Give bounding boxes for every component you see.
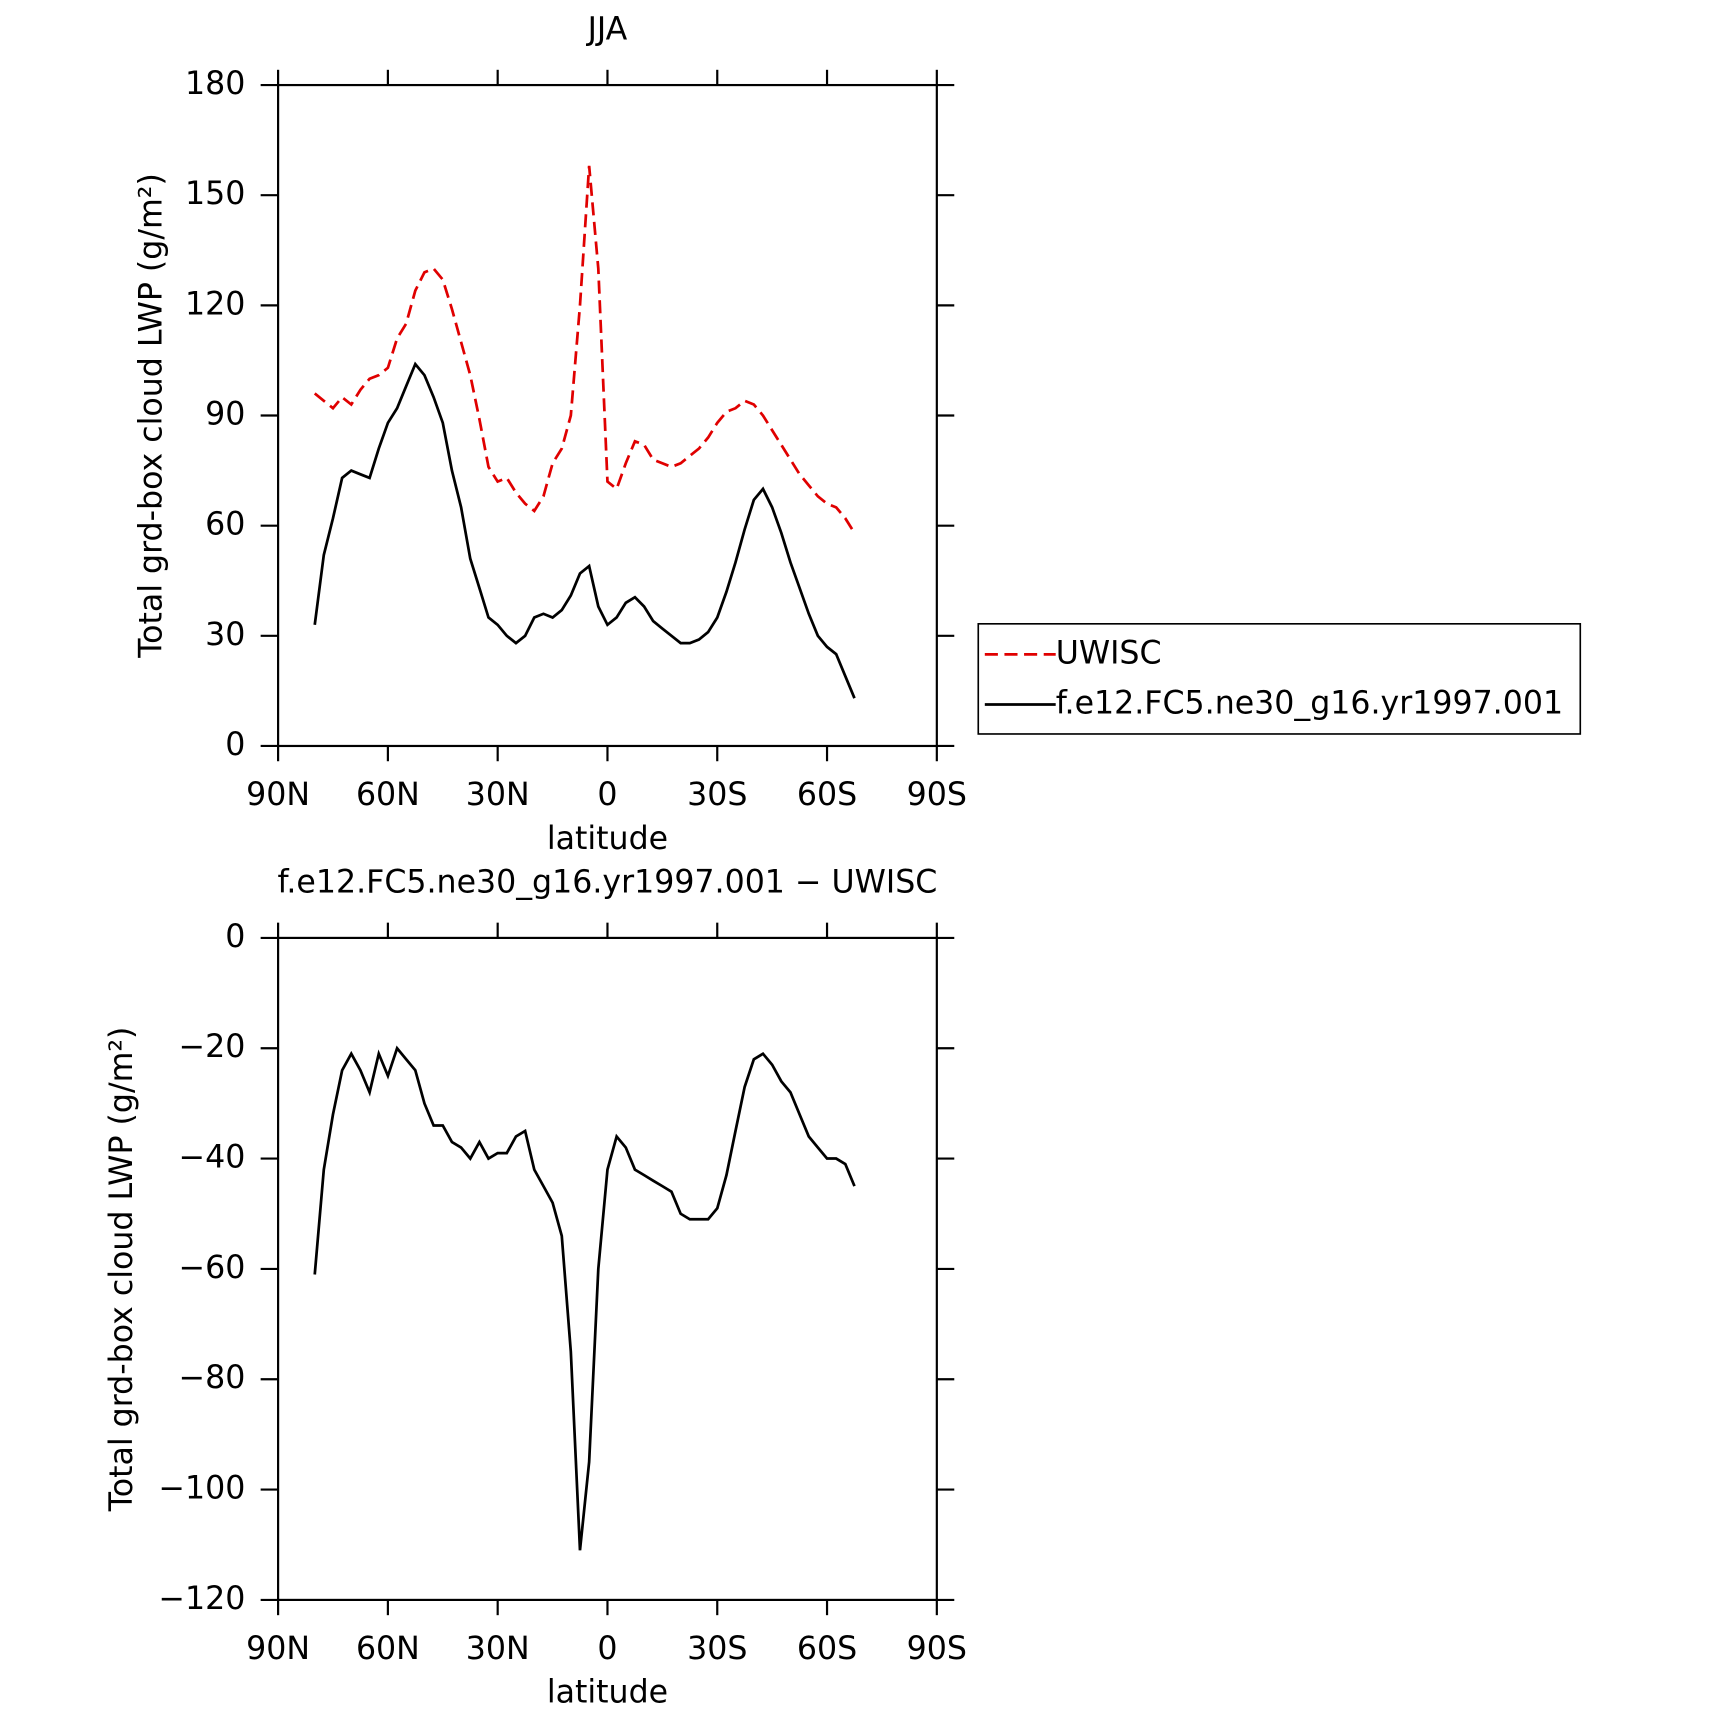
legend-label: UWISC [1056,635,1162,671]
y-tick-label: 0 [225,727,245,763]
y-tick-label: −60 [179,1250,246,1286]
y-tick-label: −80 [179,1360,246,1396]
legend-label: f.e12.FC5.ne30_g16.yr1997.001 [1056,686,1563,722]
x-tick-label: 90S [907,777,967,813]
x-axis-label: latitude [547,1675,668,1711]
y-axis-label: Total grd-box cloud LWP (g/m²) [104,1027,140,1513]
x-tick-label: 60N [356,1631,420,1667]
y-tick-label: 60 [205,507,245,543]
x-tick-label: 90N [246,777,310,813]
x-tick-label: 60S [797,777,857,813]
plot-area: JJA latitude Total grd-box cloud LWP (g/m²… [104,12,1582,1711]
y-tick-label: 180 [185,66,245,102]
x-tick-label: 60S [797,1631,857,1667]
chart-title: JJA [586,12,628,48]
legend-box [977,623,1582,735]
y-tick-label: −20 [179,1029,246,1065]
y-tick-label: −120 [159,1581,246,1617]
x-tick-label: 90S [907,1631,967,1667]
series-line [313,165,856,534]
x-tick-label: 90N [246,1631,310,1667]
chart-title: f.e12.FC5.ne30_g16.yr1997.001 − UWISC [278,864,938,900]
y-tick-label: 30 [205,617,245,653]
x-tick-label: 0 [597,777,617,813]
y-tick-label: −100 [159,1471,246,1507]
x-tick-label: 30N [466,1631,530,1667]
y-tick-label: −40 [179,1140,246,1176]
y-tick-label: 0 [225,919,245,955]
series-line [313,361,856,699]
x-tick-label: 30S [687,1631,747,1667]
y-tick-label: 90 [205,397,245,433]
y-tick-label: 150 [185,176,245,212]
y-axis-label: Total grd-box cloud LWP (g/m²) [134,173,170,659]
x-tick-label: 30S [687,777,747,813]
x-tick-label: 0 [597,1631,617,1667]
x-axis-label: latitude [547,821,668,857]
x-tick-label: 60N [356,777,420,813]
series-line [313,1045,856,1551]
x-tick-label: 30N [466,777,530,813]
y-tick-label: 120 [185,286,245,322]
